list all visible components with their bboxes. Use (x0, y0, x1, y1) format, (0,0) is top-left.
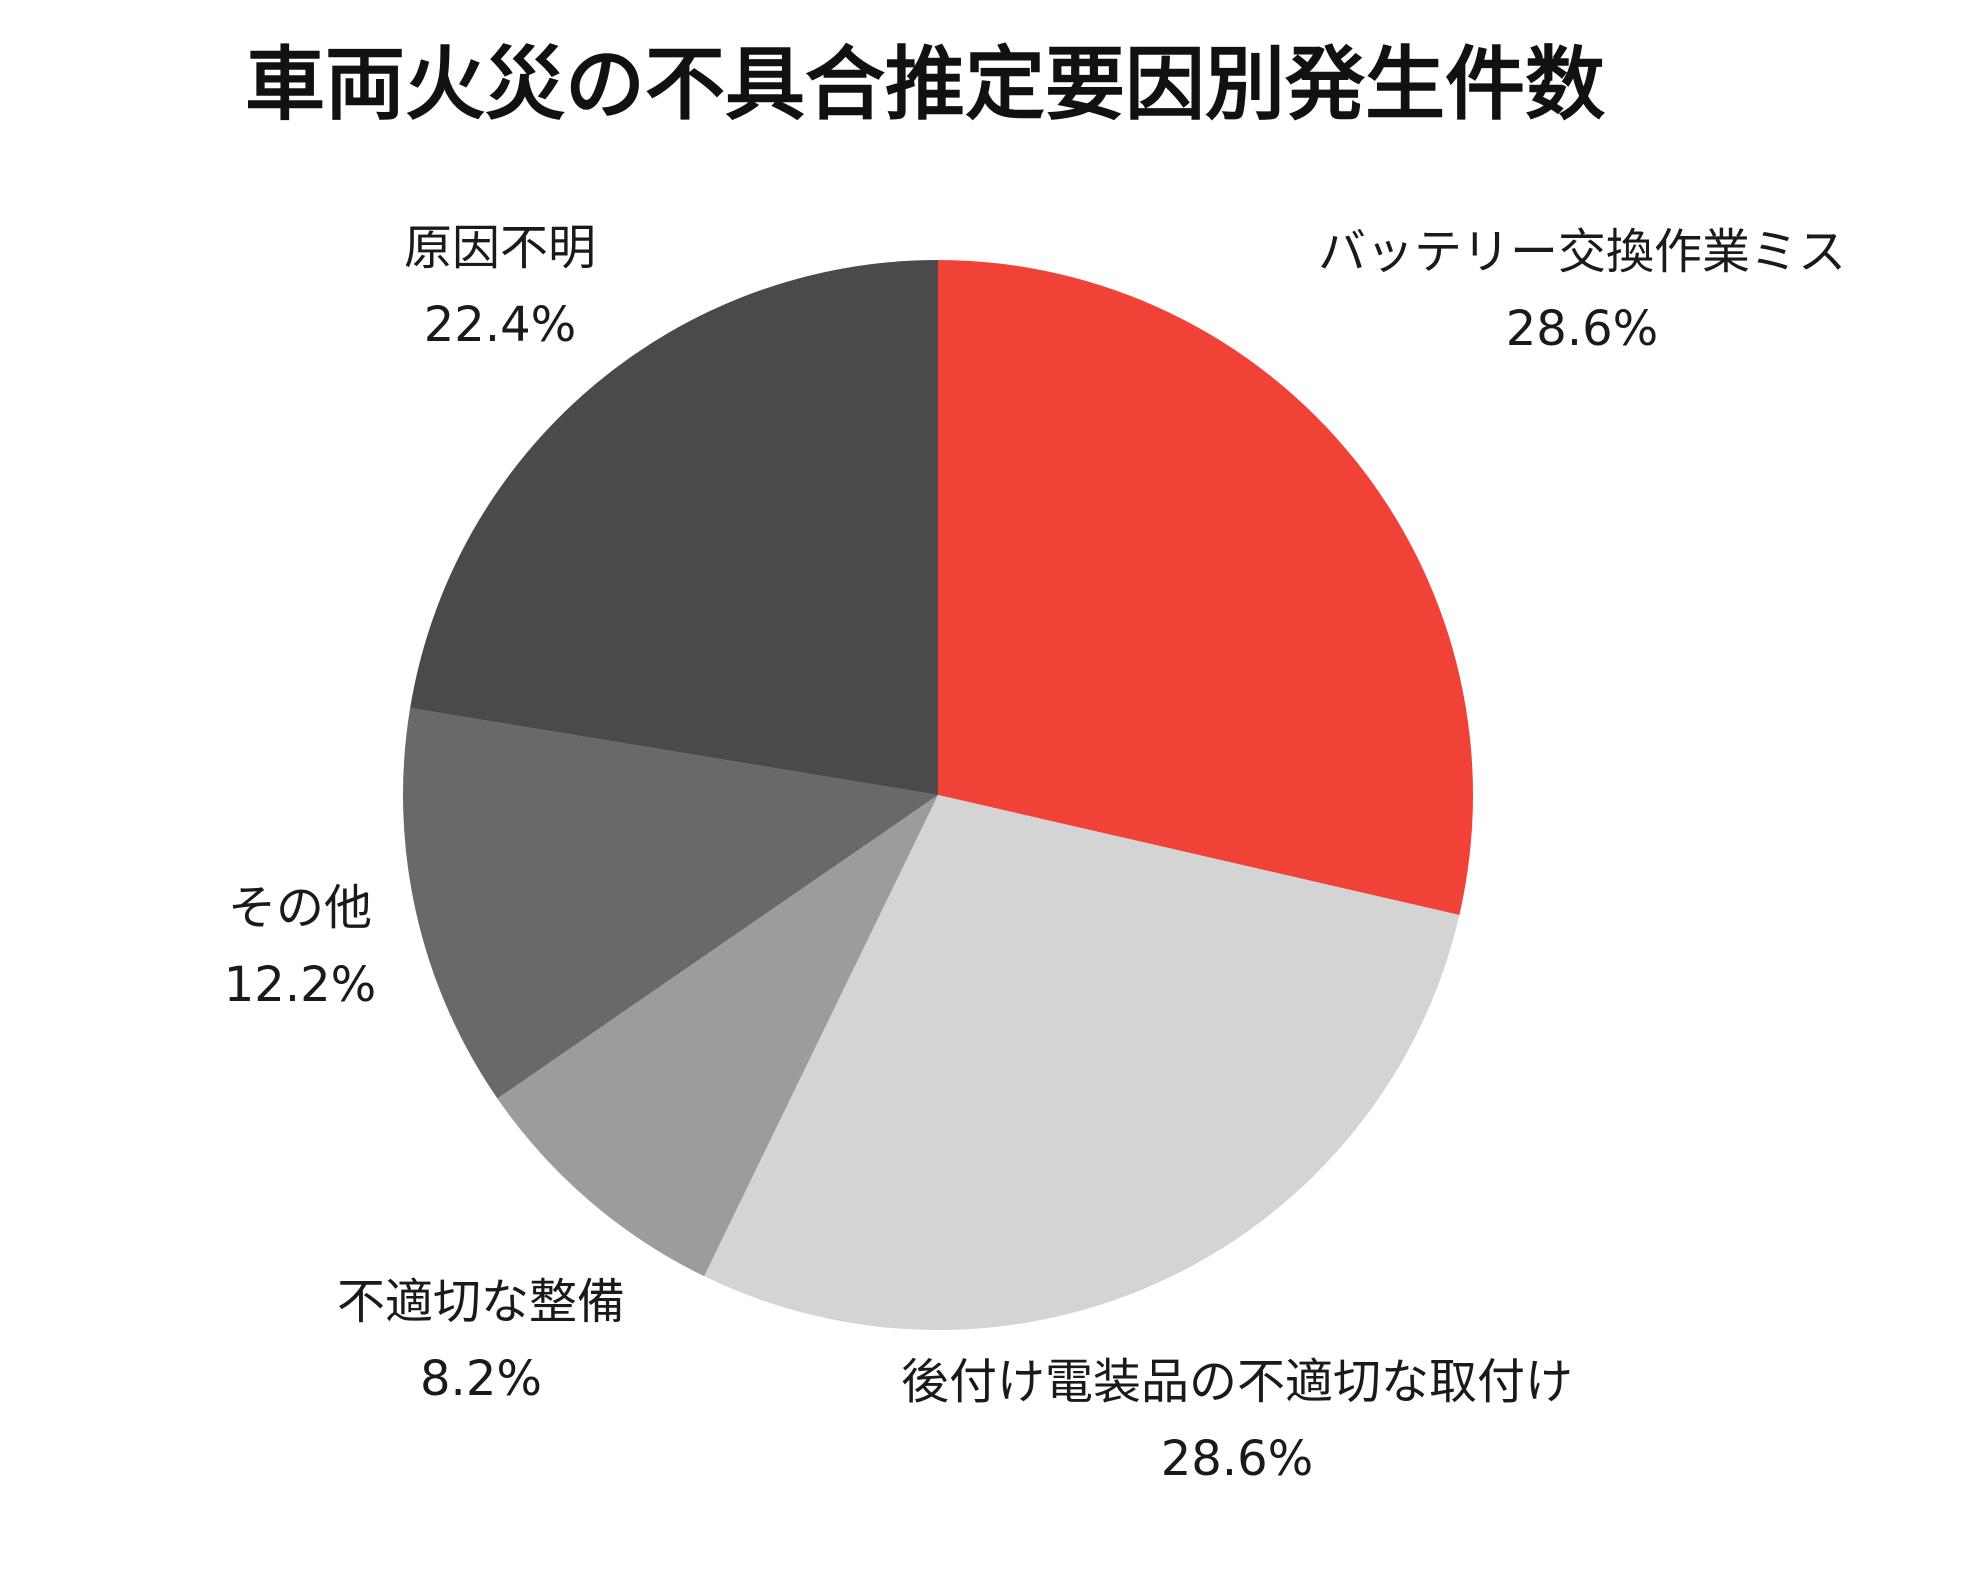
slice-label-2: 不適切な整備 (337, 1274, 625, 1330)
pie-slices (403, 260, 1473, 1330)
slice-value-0: 28.6% (1506, 301, 1658, 357)
slice-value-4: 22.4% (424, 297, 576, 353)
slice-label-4: 原因不明 (404, 220, 596, 276)
pie-labels: バッテリー交換作業ミス 28.6% 後付け電装品の不適切な取付け 28.6% 不適切な整… (224, 220, 1846, 1487)
pie-slice-0 (938, 260, 1473, 915)
pie-slice-2 (497, 795, 938, 1277)
pie-slice-4 (410, 260, 938, 795)
slice-label-3: その他 (228, 880, 372, 936)
slice-label-1: 後付け電装品の不適切な取付け (901, 1354, 1573, 1410)
slice-value-1: 28.6% (1161, 1431, 1313, 1487)
slice-label-0: バッテリー交換作業ミス (1318, 224, 1846, 280)
slice-value-2: 8.2% (420, 1351, 542, 1407)
pie-slice-3 (403, 707, 939, 1099)
chart-title: 車両火災の不具合推定要因別発生件数 (245, 38, 1605, 131)
slice-value-3: 12.2% (224, 957, 376, 1013)
pie-slice-1 (704, 795, 1460, 1330)
